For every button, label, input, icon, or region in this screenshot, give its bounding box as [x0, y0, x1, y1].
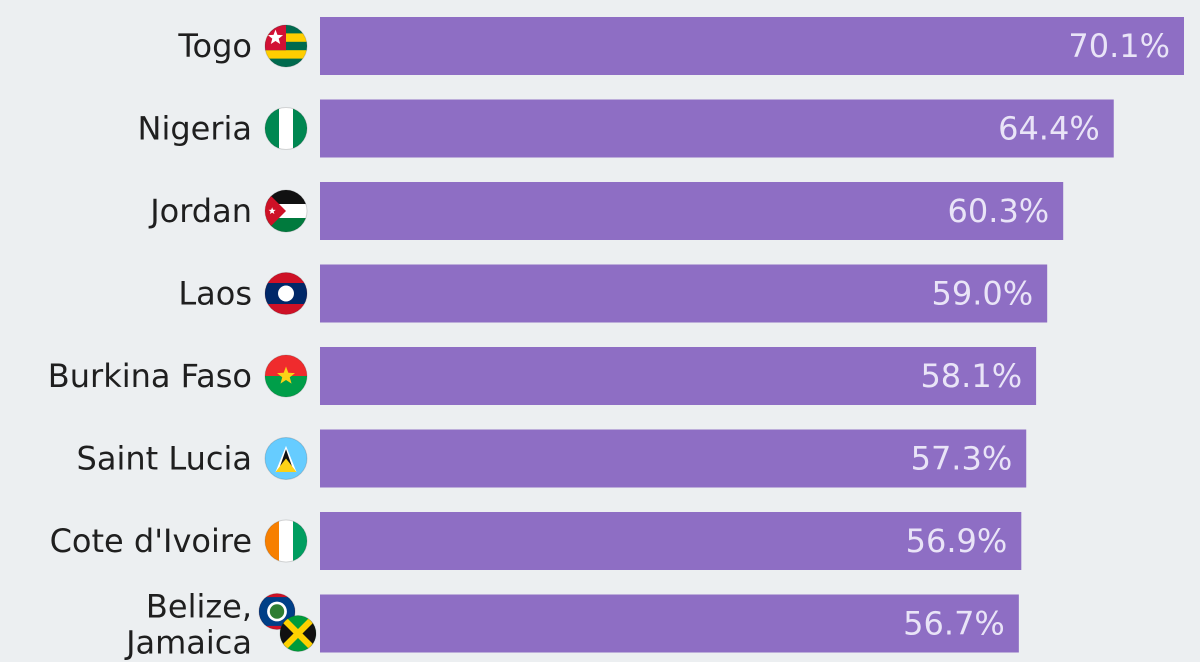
jordan-flag-icon — [264, 189, 308, 233]
data-label: 57.3% — [911, 440, 1013, 478]
category-label: Belize, Jamaica — [124, 588, 252, 662]
data-label: 70.1% — [1068, 27, 1170, 65]
category-label: Jordan — [148, 192, 252, 230]
saint-lucia-flag-icon — [264, 437, 308, 480]
bar — [320, 347, 1037, 405]
data-label: 64.4% — [998, 110, 1100, 148]
data-label: 59.0% — [932, 275, 1034, 313]
data-label: 56.9% — [906, 522, 1008, 560]
category-label: Nigeria — [138, 110, 252, 148]
burkina-faso-flag-icon — [264, 354, 308, 398]
data-label: 60.3% — [948, 192, 1050, 230]
bar — [320, 512, 1022, 570]
bar — [320, 429, 1027, 488]
category-label: Burkina Faso — [48, 357, 252, 395]
bar — [320, 264, 1048, 323]
bar — [320, 99, 1114, 158]
category-label: Laos — [178, 275, 252, 313]
togo-flag-icon — [264, 24, 308, 68]
bar — [320, 594, 1019, 653]
bar — [320, 17, 1184, 75]
data-label: 56.7% — [903, 605, 1005, 643]
bar — [320, 182, 1064, 240]
nigeria-flag-icon — [264, 107, 308, 150]
category-label: Togo — [177, 27, 252, 65]
category-label: Cote d'Ivoire — [50, 522, 252, 560]
category-label: Saint Lucia — [77, 440, 252, 478]
data-label: 58.1% — [920, 357, 1022, 395]
laos-flag-icon — [264, 272, 308, 315]
cote-divoire-flag-icon — [264, 519, 308, 563]
jamaica-flag-icon — [279, 615, 317, 652]
